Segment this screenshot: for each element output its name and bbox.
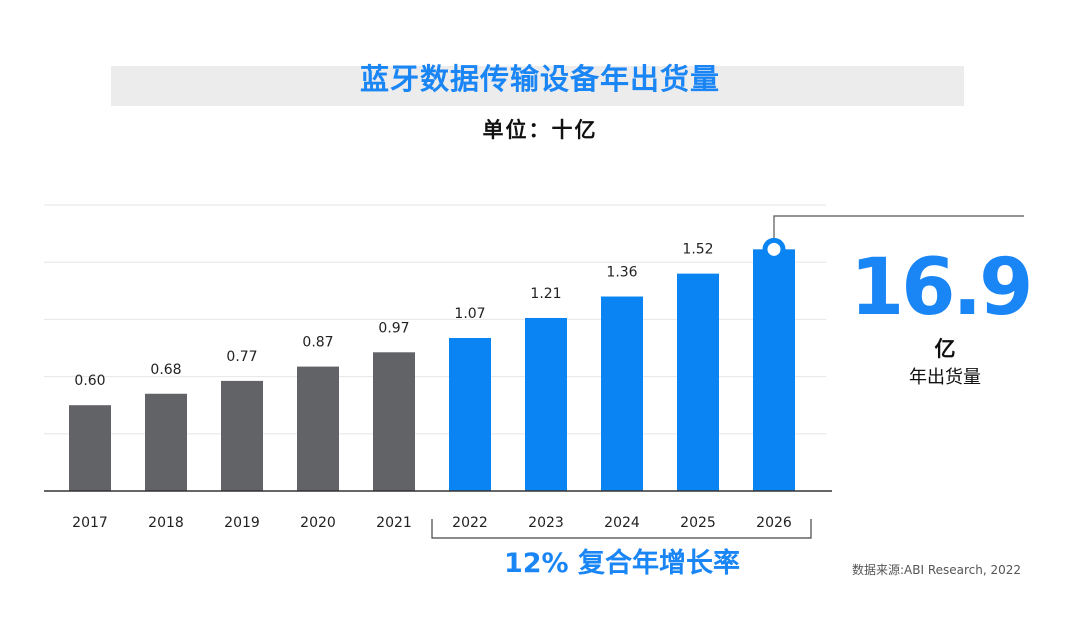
value-label: 0.60 <box>74 373 105 389</box>
bar <box>373 352 415 491</box>
title-band <box>111 66 964 106</box>
value-label: 0.77 <box>226 349 257 365</box>
value-label: 1.07 <box>454 306 485 322</box>
value-label: 0.97 <box>378 320 409 336</box>
callout-line <box>773 215 1024 246</box>
x-tick-label: 2017 <box>72 515 108 531</box>
highlight-unit: 亿 <box>934 337 956 361</box>
x-tick-label: 2023 <box>528 515 564 531</box>
chart-subtitle: 单位：十亿 <box>482 118 598 142</box>
value-label: 1.52 <box>682 242 713 258</box>
x-tick-label: 2019 <box>224 515 260 531</box>
source-note: 数据来源:ABI Research, 2022 <box>852 563 1022 577</box>
x-tick-label: 2026 <box>756 515 792 531</box>
value-label: 1.36 <box>606 265 637 281</box>
x-tick-label: 2020 <box>300 515 336 531</box>
x-tick-label: 2025 <box>680 515 716 531</box>
x-tick-label: 2022 <box>452 515 488 531</box>
value-label: 1.21 <box>530 286 561 302</box>
highlight-value: 16.9 <box>850 243 1033 333</box>
value-label: 0.68 <box>150 362 181 378</box>
x-tick-label: 2021 <box>376 515 412 531</box>
x-tick-label: 2018 <box>148 515 184 531</box>
value-label: 0.87 <box>302 335 333 351</box>
bar <box>145 393 187 491</box>
bar <box>297 366 339 491</box>
bar <box>525 317 567 491</box>
highlight-label: 年出货量 <box>909 367 981 388</box>
forecast-bracket <box>431 519 812 539</box>
bar <box>601 296 643 491</box>
bar <box>677 273 719 491</box>
highlight-marker <box>762 237 786 261</box>
bar <box>753 249 795 491</box>
bar <box>221 380 263 491</box>
chart-title: 蓝牙数据传输设备年出货量 <box>359 62 720 96</box>
bar <box>449 337 491 491</box>
bar <box>69 405 111 491</box>
cagr-label: 12% 复合年增长率 <box>503 548 741 579</box>
x-tick-label: 2024 <box>604 515 640 531</box>
